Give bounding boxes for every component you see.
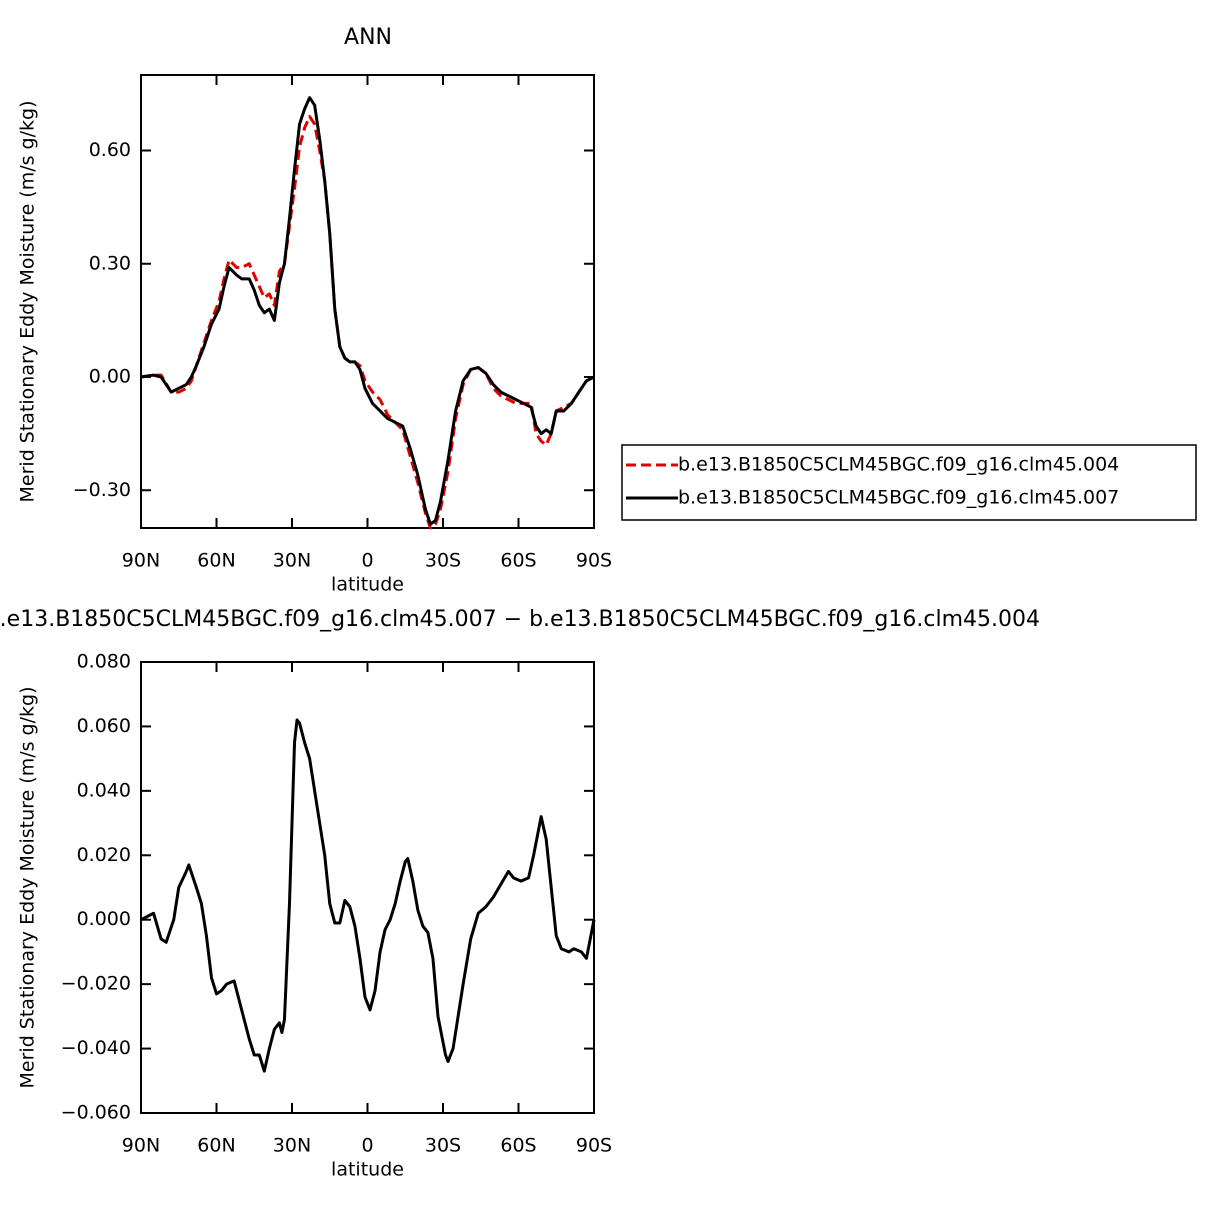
x-axis-label: latitude bbox=[331, 574, 404, 596]
chart-title: b.e13.B1850C5CLM45BGC.f09_g16.clm45.007 … bbox=[0, 607, 1040, 632]
y-tick-label: 0.00 bbox=[89, 366, 131, 388]
x-tick-label: 90N bbox=[122, 550, 160, 572]
x-tick-label: 90S bbox=[576, 550, 612, 572]
x-tick-label: 30N bbox=[273, 1135, 311, 1157]
x-tick-label: 90N bbox=[122, 1135, 160, 1157]
y-tick-label: 0.080 bbox=[77, 651, 131, 673]
y-tick-label: −0.30 bbox=[73, 479, 131, 501]
data-line bbox=[140, 96, 595, 526]
chart-title: ANN bbox=[344, 25, 392, 50]
y-tick-label: −0.040 bbox=[61, 1037, 131, 1059]
y-tick-label: 0.60 bbox=[89, 139, 131, 161]
x-tick-label: 30N bbox=[273, 550, 311, 572]
x-axis-label: latitude bbox=[331, 1159, 404, 1181]
y-tick-label: −0.020 bbox=[61, 973, 131, 995]
data-line bbox=[140, 718, 596, 1073]
x-tick-label: 90S bbox=[576, 1135, 612, 1157]
y-tick-label: 0.000 bbox=[77, 908, 131, 930]
y-tick-label: 0.060 bbox=[77, 715, 131, 737]
y-tick-label: 0.30 bbox=[89, 252, 131, 274]
legend-label: b.e13.B1850C5CLM45BGC.f09_g16.clm45.007 bbox=[678, 487, 1119, 509]
y-tick-label: 0.040 bbox=[77, 779, 131, 801]
plot-frame bbox=[140, 74, 595, 529]
x-tick-label: 60N bbox=[197, 1135, 235, 1157]
y-axis-label: Merid Stationary Eddy Moisture (m/s g/kg… bbox=[17, 101, 39, 503]
x-tick-label: 30S bbox=[425, 550, 461, 572]
x-tick-label: 60S bbox=[500, 1135, 536, 1157]
legend-box bbox=[621, 444, 1197, 521]
y-tick-label: −0.060 bbox=[61, 1102, 131, 1124]
y-axis-label: Merid Stationary Eddy Moisture (m/s g/kg… bbox=[17, 687, 39, 1089]
x-tick-label: 0 bbox=[361, 1135, 373, 1157]
legend-label: b.e13.B1850C5CLM45BGC.f09_g16.clm45.004 bbox=[678, 454, 1119, 476]
data-line bbox=[140, 115, 595, 530]
x-tick-label: 0 bbox=[361, 550, 373, 572]
x-tick-label: 30S bbox=[425, 1135, 461, 1157]
x-tick-label: 60S bbox=[500, 550, 536, 572]
x-tick-label: 60N bbox=[197, 550, 235, 572]
plot-frame bbox=[140, 661, 595, 1114]
y-tick-label: 0.020 bbox=[77, 844, 131, 866]
